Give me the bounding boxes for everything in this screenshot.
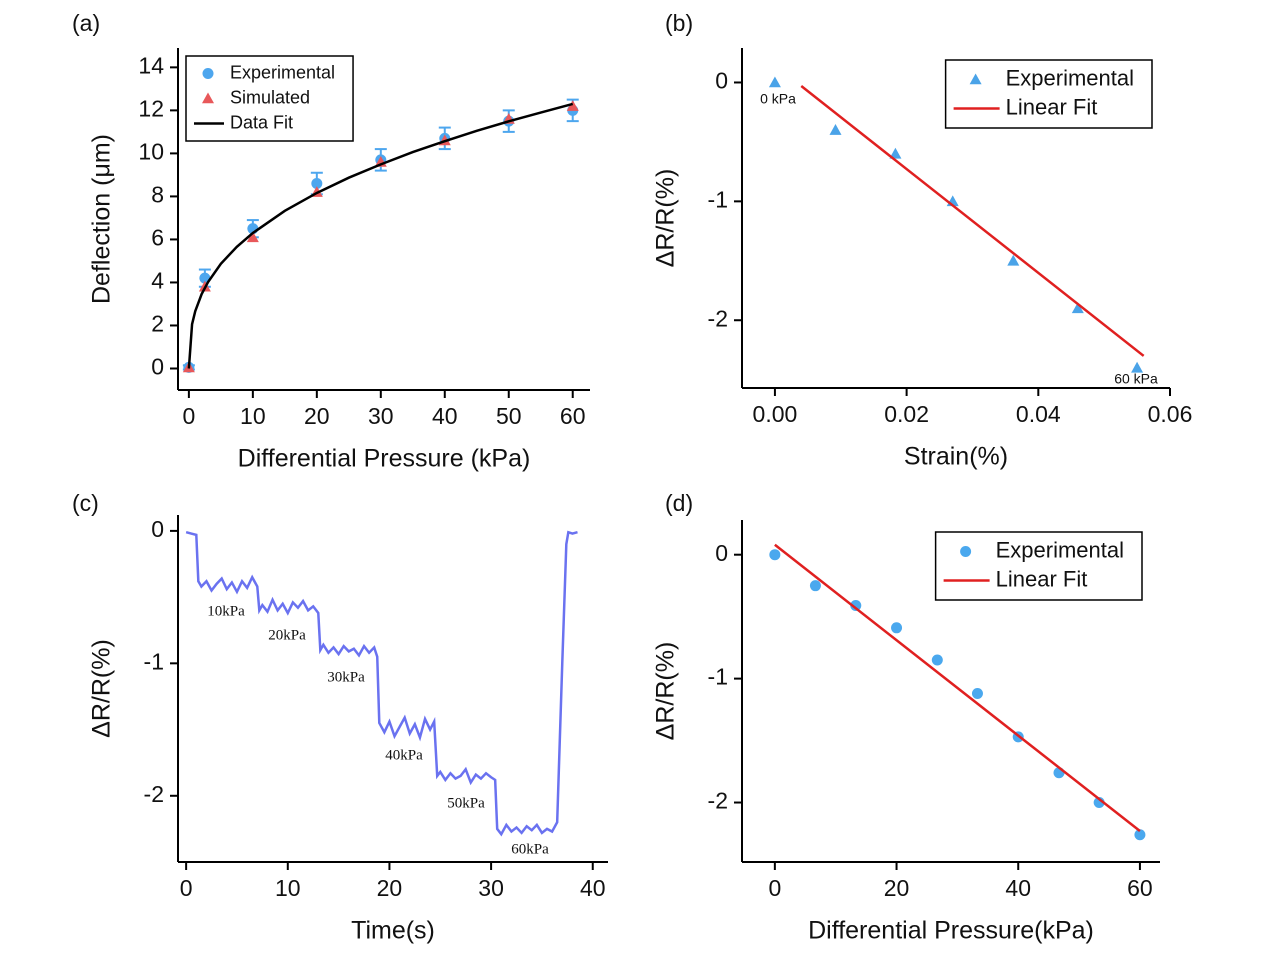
legend: Experimental Linear Fit [934,531,1143,601]
legend-label: Data Fit [230,112,293,132]
x-tick-label: 0.04 [1016,401,1061,427]
legend-label: Linear Fit [1006,94,1098,119]
panel-label: (b) [665,10,693,36]
panel-label: (d) [665,490,693,516]
data-point [1071,302,1084,314]
y-tick-label: 0 [151,354,164,380]
data-point [829,124,842,135]
data-point [769,549,781,561]
data-point [971,687,983,699]
y-tick-label: -1 [708,664,728,690]
y-tick-label: 6 [151,225,164,251]
legend: Experimental Linear Fit [944,59,1153,129]
legend-swatch [202,92,214,104]
x-tick-label: 20 [884,875,910,901]
x-tick-label: 30 [368,403,394,429]
fit-line [800,85,1145,357]
data-point [1007,254,1020,266]
x-tick-label: 30 [478,875,504,901]
y-tick-label: -2 [708,305,728,331]
y-tick-label: 8 [151,181,164,207]
legend-box [934,531,1143,601]
data-point [931,654,943,666]
legend: Experimental Simulated Data Fit [185,55,354,142]
x-tick-label: 0.00 [753,401,798,427]
legend-swatch [969,73,982,85]
y-axis-title: Deflection (μm) [88,134,116,304]
x-tick-label: 50 [496,403,522,429]
legend-label: Experimental [230,62,335,82]
y-tick-label: -1 [144,648,164,674]
y-tick-label: -2 [708,788,728,814]
y-tick-label: 10 [138,138,164,164]
y-axis-title: ΔR/R(%) [88,639,116,738]
x-axis-title: Time(s) [351,917,435,945]
y-tick-label: 14 [138,52,164,78]
fit-line [187,102,574,369]
x-axis-title: Differential Pressure (kPa) [238,445,531,473]
fit-line [774,543,1141,833]
y-tick-label: 2 [151,311,164,337]
x-tick-label: 40 [432,403,458,429]
legend-box [185,55,354,142]
x-tick-label: 0 [182,403,195,429]
y-tick-label: 0 [151,516,164,542]
x-tick-label: 20 [304,403,330,429]
data-point [891,622,903,634]
x-tick-label: 0.02 [884,401,929,427]
x-tick-label: 40 [1005,875,1031,901]
x-tick-label: 0 [180,875,193,901]
data-point [850,600,862,611]
data-point [1134,829,1146,841]
data-point [1131,361,1144,373]
annotation: 50kPa [447,795,485,811]
x-axis-title: Differential Pressure(kPa) [808,917,1094,945]
legend-label: Simulated [230,87,310,107]
legend-label: Experimental [996,537,1124,562]
data-point [311,178,323,190]
data-line [185,530,578,837]
x-axis-title: Strain(%) [904,443,1008,471]
x-tick-label: 0.06 [1148,401,1193,427]
y-tick-label: -2 [144,781,164,807]
y-tick-label: -1 [708,186,728,212]
y-tick-label: 12 [138,95,164,121]
legend-label: Linear Fit [996,566,1088,591]
annotation: 30kPa [327,669,365,685]
x-tick-label: 10 [275,875,301,901]
data-point [889,147,902,159]
data-point [246,231,259,243]
y-tick-label: 0 [715,68,728,94]
annotation: 60 kPa [1114,371,1158,387]
legend-swatch [202,68,214,79]
data-point [566,100,579,111]
legend-label: Experimental [1006,65,1134,90]
annotation: 10kPa [207,603,245,619]
annotation: 60kPa [511,841,549,857]
data-point [768,76,781,88]
panel-label: (a) [72,10,100,36]
y-axis-title: ΔR/R(%) [652,642,680,741]
panel-label: (c) [72,490,99,516]
y-axis-title: ΔR/R(%) [652,169,680,268]
x-tick-label: 60 [1127,875,1153,901]
y-tick-label: 0 [715,540,728,566]
annotation: 40kPa [385,747,423,763]
annotation: 0 kPa [760,91,796,107]
x-tick-label: 40 [580,875,606,901]
x-tick-label: 10 [240,403,266,429]
y-tick-label: 4 [151,268,164,294]
x-tick-label: 0 [768,875,781,901]
legend-swatch [960,546,972,557]
x-tick-label: 60 [560,403,586,429]
data-point [809,580,821,592]
x-tick-label: 20 [377,875,403,901]
legend-box [944,59,1153,129]
annotation: 20kPa [268,627,306,643]
